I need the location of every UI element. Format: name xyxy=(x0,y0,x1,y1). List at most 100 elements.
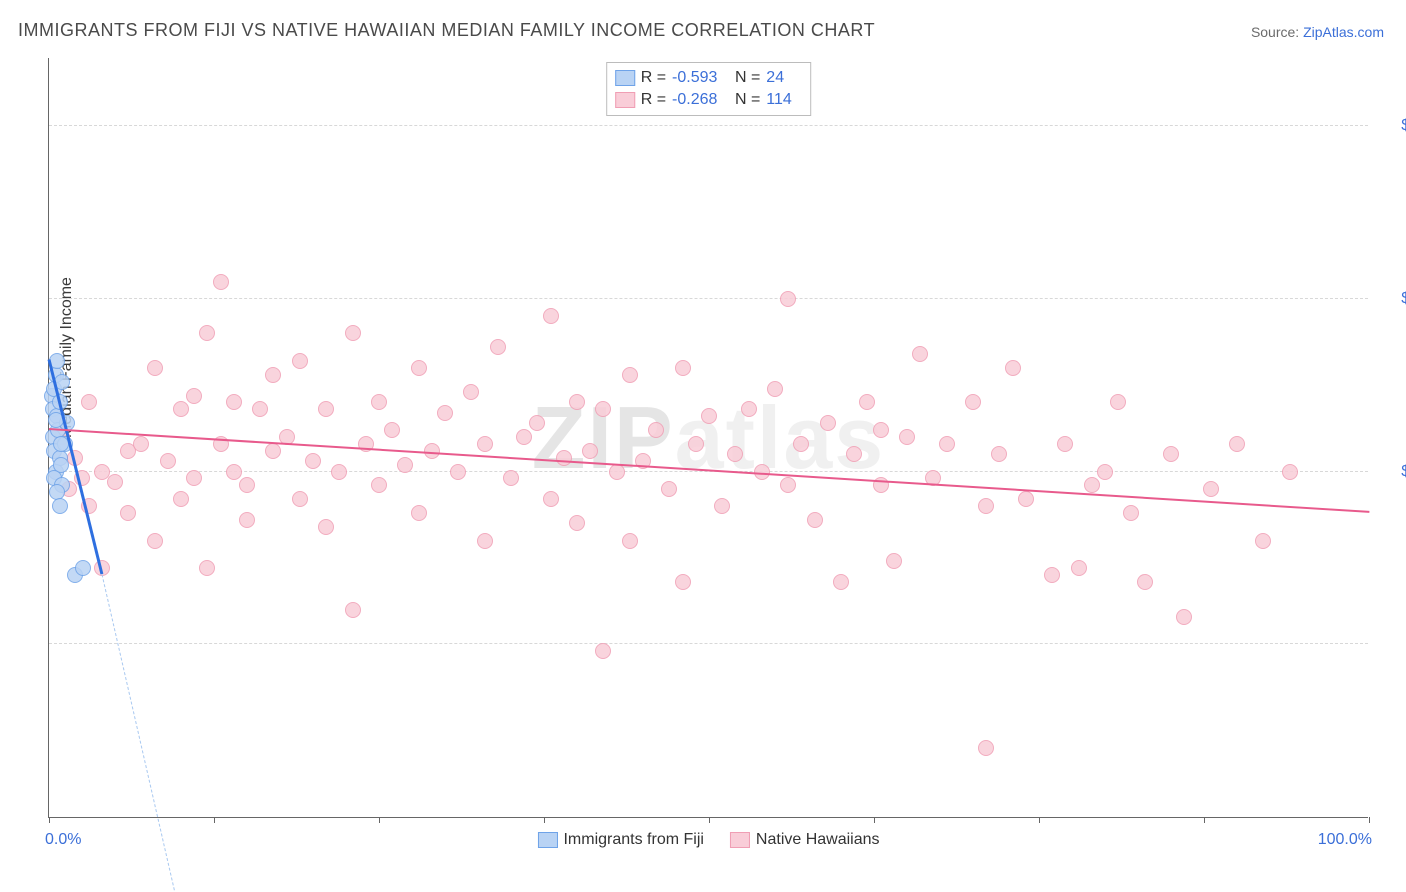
scatter-point xyxy=(52,498,68,514)
scatter-point xyxy=(820,415,836,431)
legend-swatch xyxy=(537,832,557,848)
stat-value-r: -0.268 xyxy=(672,89,720,111)
stat-label-r: R = xyxy=(641,67,666,89)
scatter-point xyxy=(265,443,281,459)
gridline xyxy=(49,298,1368,299)
scatter-point xyxy=(371,477,387,493)
scatter-point xyxy=(543,491,559,507)
scatter-point xyxy=(1071,560,1087,576)
scatter-point xyxy=(595,401,611,417)
scatter-point xyxy=(767,381,783,397)
plot-area: Median Family Income ZIPatlas R =-0.593 … xyxy=(48,58,1368,818)
scatter-point xyxy=(727,446,743,462)
y-tick-label: $200,000 xyxy=(1378,117,1406,135)
legend-swatch xyxy=(730,832,750,848)
scatter-point xyxy=(675,360,691,376)
scatter-point xyxy=(331,464,347,480)
scatter-point xyxy=(75,560,91,576)
scatter-point xyxy=(160,453,176,469)
x-axis-max-label: 100.0% xyxy=(1318,831,1372,849)
scatter-point xyxy=(1137,574,1153,590)
scatter-point xyxy=(199,560,215,576)
scatter-point xyxy=(1163,446,1179,462)
source-link[interactable]: ZipAtlas.com xyxy=(1303,24,1384,40)
scatter-point xyxy=(1097,464,1113,480)
scatter-point xyxy=(265,367,281,383)
scatter-point xyxy=(252,401,268,417)
stat-label-n: N = xyxy=(726,67,760,89)
scatter-point xyxy=(516,429,532,445)
scatter-point xyxy=(807,512,823,528)
scatter-point xyxy=(120,505,136,521)
x-tick xyxy=(49,817,50,823)
scatter-point xyxy=(714,498,730,514)
scatter-point xyxy=(477,436,493,452)
scatter-point xyxy=(978,740,994,756)
stat-label-r: R = xyxy=(641,89,666,111)
scatter-point xyxy=(622,367,638,383)
x-tick xyxy=(1039,817,1040,823)
y-tick-label: $100,000 xyxy=(1378,463,1406,481)
scatter-point xyxy=(1005,360,1021,376)
chart-title: IMMIGRANTS FROM FIJI VS NATIVE HAWAIIAN … xyxy=(18,20,875,41)
scatter-point xyxy=(675,574,691,590)
scatter-point xyxy=(1110,394,1126,410)
scatter-point xyxy=(450,464,466,480)
scatter-point xyxy=(133,436,149,452)
scatter-point xyxy=(199,325,215,341)
scatter-point xyxy=(1282,464,1298,480)
scatter-point xyxy=(371,394,387,410)
y-tick-label: $150,000 xyxy=(1378,290,1406,308)
scatter-point xyxy=(556,450,572,466)
scatter-point xyxy=(345,325,361,341)
scatter-point xyxy=(780,291,796,307)
scatter-point xyxy=(147,533,163,549)
scatter-point xyxy=(582,443,598,459)
scatter-point xyxy=(833,574,849,590)
scatter-point xyxy=(965,394,981,410)
scatter-point xyxy=(595,643,611,659)
scatter-point xyxy=(688,436,704,452)
scatter-point xyxy=(463,384,479,400)
x-tick xyxy=(1369,817,1370,823)
scatter-point xyxy=(873,422,889,438)
scatter-point xyxy=(239,477,255,493)
scatter-point xyxy=(292,491,308,507)
scatter-point xyxy=(529,415,545,431)
scatter-point xyxy=(305,453,321,469)
scatter-point xyxy=(899,429,915,445)
scatter-point xyxy=(859,394,875,410)
scatter-point xyxy=(701,408,717,424)
legend-label: Native Hawaiians xyxy=(756,831,880,849)
scatter-point xyxy=(1176,609,1192,625)
scatter-point xyxy=(292,353,308,369)
scatter-point xyxy=(384,422,400,438)
legend-item: Native Hawaiians xyxy=(730,831,880,849)
scatter-point xyxy=(1018,491,1034,507)
stats-row: R =-0.268 N =114 xyxy=(615,89,801,111)
scatter-point xyxy=(886,553,902,569)
x-tick xyxy=(709,817,710,823)
source-attribution: Source: ZipAtlas.com xyxy=(1251,24,1384,40)
scatter-point xyxy=(780,477,796,493)
scatter-point xyxy=(1044,567,1060,583)
stat-value-n: 24 xyxy=(766,67,800,89)
x-tick xyxy=(874,817,875,823)
scatter-point xyxy=(648,422,664,438)
scatter-point xyxy=(569,515,585,531)
scatter-point xyxy=(81,394,97,410)
stat-value-r: -0.593 xyxy=(672,67,720,89)
scatter-point xyxy=(186,388,202,404)
scatter-point xyxy=(477,533,493,549)
scatter-point xyxy=(397,457,413,473)
scatter-point xyxy=(318,401,334,417)
scatter-point xyxy=(239,512,255,528)
scatter-point xyxy=(1203,481,1219,497)
x-tick xyxy=(1204,817,1205,823)
legend: Immigrants from FijiNative Hawaiians xyxy=(537,831,879,849)
scatter-point xyxy=(741,401,757,417)
series-swatch xyxy=(615,70,635,86)
scatter-point xyxy=(991,446,1007,462)
scatter-point xyxy=(1057,436,1073,452)
stats-row: R = -0.593 N = 24 xyxy=(615,67,801,89)
